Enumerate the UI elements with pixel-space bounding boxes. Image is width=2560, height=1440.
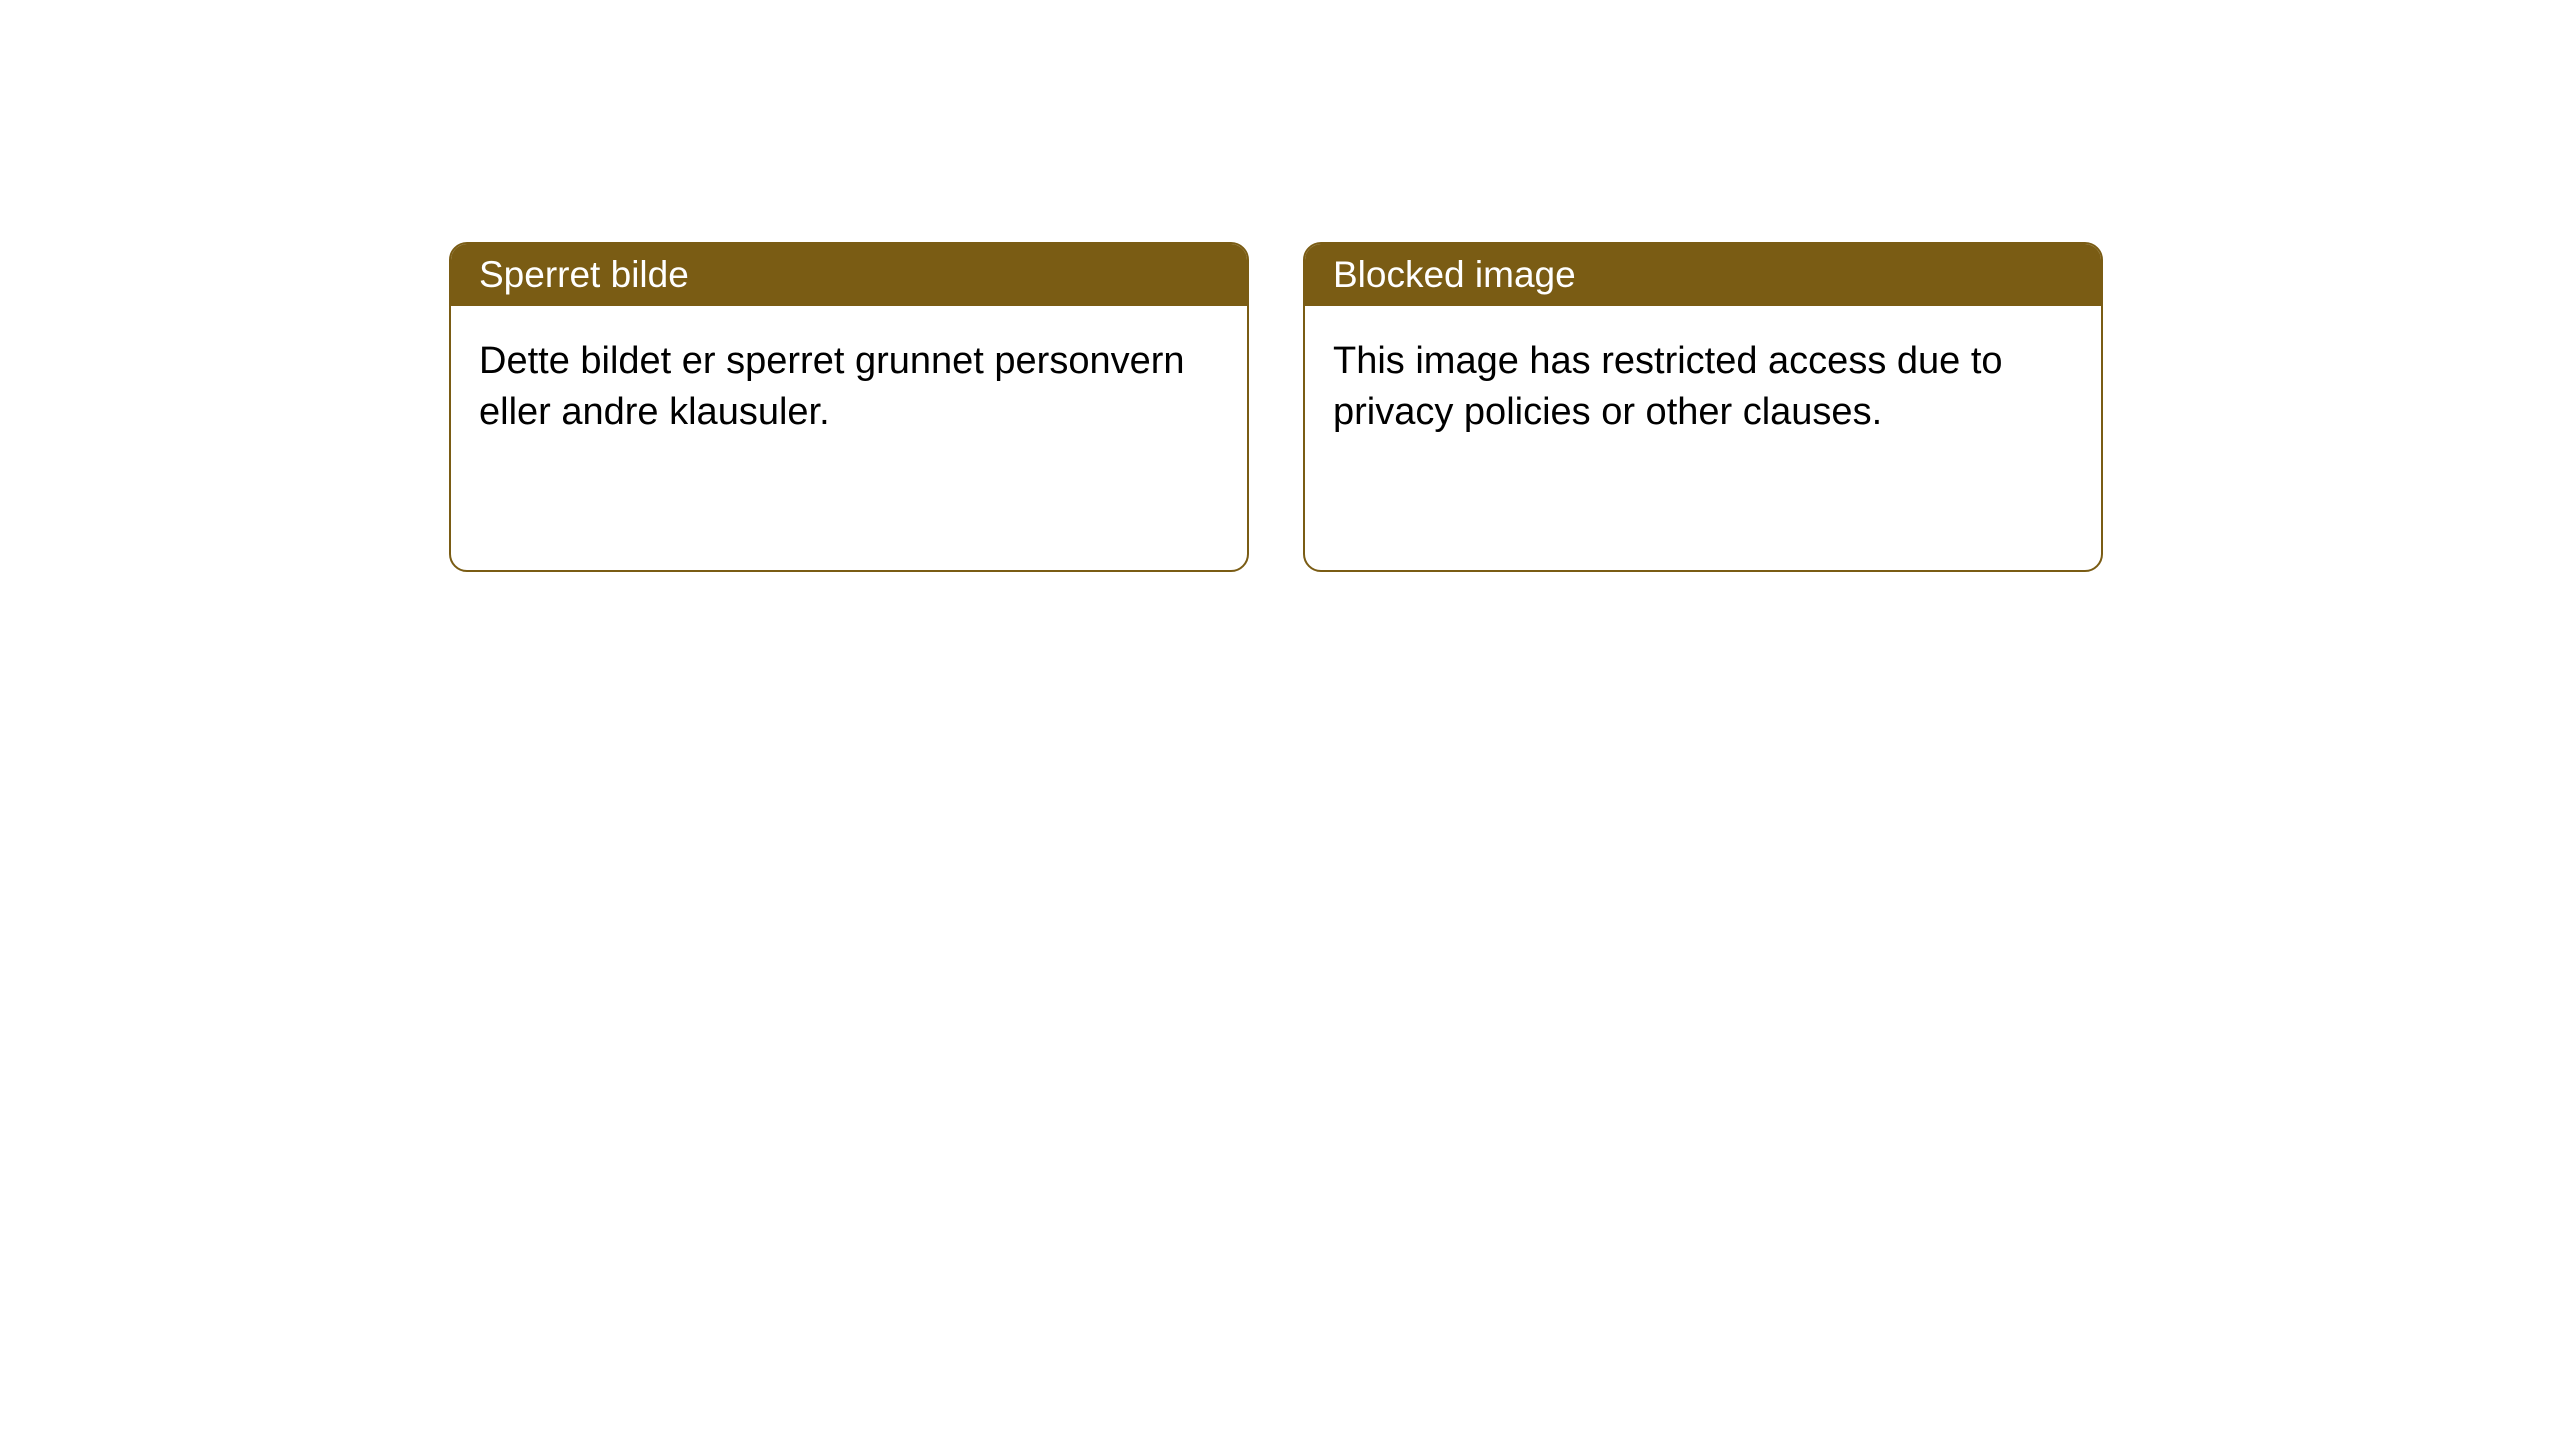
card-body: This image has restricted access due to … xyxy=(1305,306,2101,469)
card-header: Sperret bilde xyxy=(451,244,1247,306)
card-title: Blocked image xyxy=(1333,254,1576,295)
card-header: Blocked image xyxy=(1305,244,2101,306)
card-body: Dette bildet er sperret grunnet personve… xyxy=(451,306,1247,469)
card-text: Dette bildet er sperret grunnet personve… xyxy=(479,340,1185,433)
notice-container: Sperret bilde Dette bildet er sperret gr… xyxy=(449,242,2103,572)
card-text: This image has restricted access due to … xyxy=(1333,340,2003,433)
notice-card-norwegian: Sperret bilde Dette bildet er sperret gr… xyxy=(449,242,1249,572)
card-title: Sperret bilde xyxy=(479,254,689,295)
notice-card-english: Blocked image This image has restricted … xyxy=(1303,242,2103,572)
